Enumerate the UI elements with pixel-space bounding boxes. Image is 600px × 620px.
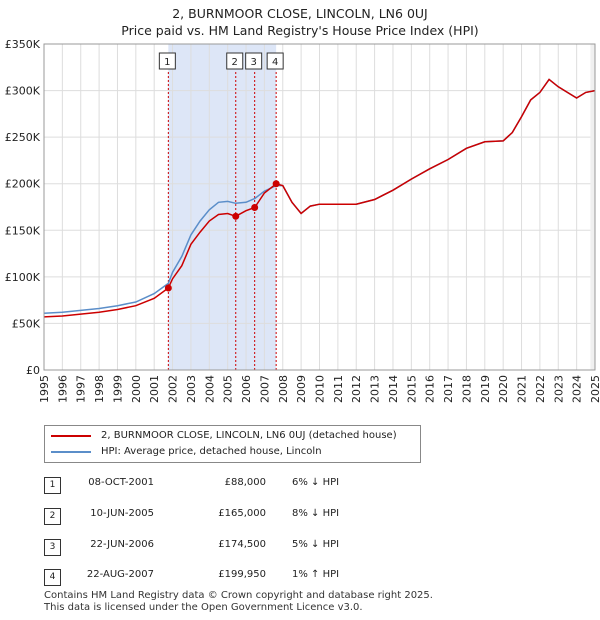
chart-title: 2, BURNMOOR CLOSE, LINCOLN, LN6 0UJ	[172, 6, 428, 21]
sale-price: £165,000	[218, 508, 266, 519]
sale-label-box	[226, 52, 244, 70]
x-tick-label: 2018	[460, 375, 473, 403]
y-tick-label: £100K	[5, 271, 41, 284]
legend: 2, BURNMOOR CLOSE, LINCOLN, LN6 0UJ (det…	[44, 425, 421, 463]
x-tick-label: 2017	[442, 375, 455, 403]
x-tick-label: 1995	[38, 375, 51, 403]
x-tick-label: 2010	[314, 375, 327, 403]
sale-date: 22-JUN-2006	[90, 539, 154, 550]
x-tick-label: 2003	[185, 375, 198, 403]
x-tick-label: 1999	[111, 375, 124, 403]
x-tick-label: 2000	[130, 375, 143, 403]
sale-hpi-diff: 5% ↓ HPI	[292, 539, 340, 550]
x-tick-label: 2014	[387, 375, 400, 403]
sale-label-box	[158, 52, 176, 70]
x-tick-label: 2013	[369, 375, 382, 403]
y-tick-label: £200K	[5, 178, 41, 191]
y-tick-label: £300K	[5, 85, 41, 98]
sale-label-box	[266, 52, 284, 70]
sale-row: 4 22-AUG-2007 £199,950 1% ↑ HPI	[0, 569, 600, 589]
x-tick-label: 2022	[534, 375, 547, 403]
sale-hpi-diff: 8% ↓ HPI	[292, 508, 340, 519]
sale-row: 3 22-JUN-2006 £174,500 5% ↓ HPI	[0, 539, 600, 559]
x-tick-label: 2019	[479, 375, 492, 403]
x-tick-label: 2009	[295, 375, 308, 403]
sale-label-text: 3	[250, 57, 256, 68]
sale-label-text: 1	[164, 57, 170, 68]
x-tick-label: 2006	[240, 375, 253, 403]
x-tick-label: 2023	[552, 375, 565, 403]
legend-hpi-label: HPI: Average price, detached house, Linc…	[101, 446, 322, 457]
y-tick-label: £350K	[5, 38, 41, 51]
x-tick-label: 2002	[167, 375, 180, 403]
legend-property-swatch	[51, 435, 91, 437]
y-tick-label: £150K	[5, 224, 41, 237]
sale-row: 2 10-JUN-2005 £165,000 8% ↓ HPI	[0, 508, 600, 528]
sale-number-badge: 3	[44, 539, 61, 556]
plot-frame	[43, 43, 596, 371]
x-tick-label: 2005	[222, 375, 235, 403]
sale-price: £199,950	[218, 569, 266, 580]
forecast-region	[590, 44, 595, 370]
legend-hpi-swatch	[51, 451, 91, 453]
sale-row: 1 08-OCT-2001 £88,000 6% ↓ HPI	[0, 477, 600, 497]
x-tick-label: 2004	[203, 375, 216, 403]
sale-date: 10-JUN-2005	[90, 508, 154, 519]
y-tick-label: £0	[26, 364, 40, 377]
x-tick-label: 1997	[75, 375, 88, 403]
x-tick-label: 2011	[332, 375, 345, 403]
x-tick-label: 2020	[497, 375, 510, 403]
sale-label-text: 2	[232, 57, 238, 68]
sale-number-badge: 4	[44, 569, 61, 586]
sale-hpi-diff: 1% ↑ HPI	[292, 569, 340, 580]
sale-point	[251, 203, 259, 211]
x-tick-label: 2021	[516, 375, 529, 403]
sale-label-text: 4	[272, 57, 278, 68]
x-tick-label: 2007	[258, 375, 271, 403]
footer-copyright: Contains HM Land Registry data © Crown c…	[44, 590, 433, 601]
y-tick-label: £250K	[5, 131, 41, 144]
sale-point	[164, 284, 172, 292]
chart-subtitle: Price paid vs. HM Land Registry's House …	[121, 23, 479, 38]
footer-licence: This data is licensed under the Open Gov…	[44, 602, 363, 613]
x-tick-label: 1996	[56, 375, 69, 403]
sale-number-badge: 1	[44, 477, 61, 494]
x-tick-label: 1998	[93, 375, 106, 403]
x-tick-label: 2015	[405, 375, 418, 403]
sale-point	[272, 180, 280, 188]
sale-label-box	[245, 52, 263, 70]
x-tick-label: 2012	[350, 375, 363, 403]
sale-price: £174,500	[218, 539, 266, 550]
x-tick-label: 2025	[589, 375, 600, 403]
sale-price: £88,000	[224, 477, 266, 488]
shaded-period	[168, 44, 277, 370]
legend-property-label: 2, BURNMOOR CLOSE, LINCOLN, LN6 0UJ (det…	[101, 430, 397, 441]
x-tick-label: 2016	[424, 375, 437, 403]
x-tick-label: 2001	[148, 375, 161, 403]
x-tick-label: 2008	[277, 375, 290, 403]
sale-hpi-diff: 6% ↓ HPI	[292, 477, 340, 488]
sale-point	[232, 212, 240, 220]
sale-date: 08-OCT-2001	[88, 477, 154, 488]
x-tick-label: 2024	[571, 375, 584, 403]
y-tick-label: £50K	[12, 317, 41, 330]
sale-date: 22-AUG-2007	[86, 569, 154, 580]
price-chart: £0 £50K £100K £150K £200K £250K £300K £350K 1995…	[5, 38, 600, 403]
sale-number-badge: 2	[44, 508, 61, 525]
